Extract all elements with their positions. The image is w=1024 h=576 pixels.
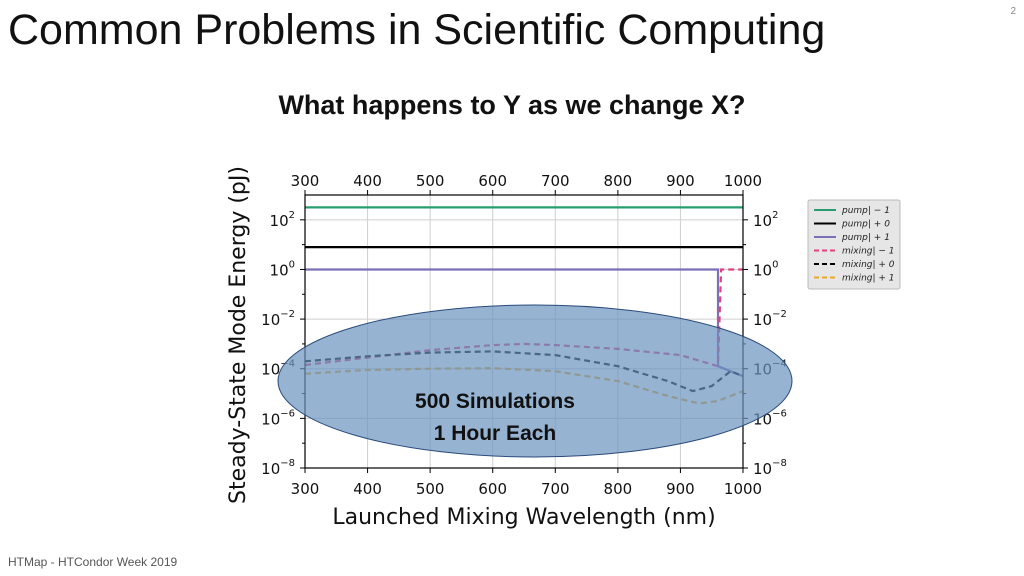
x-tick-label-top-1000: 1000 xyxy=(724,172,762,190)
y-tick-label-right: 10−2 xyxy=(753,309,787,329)
x-tick-label-bottom-700: 700 xyxy=(541,480,570,498)
legend: pump| − 1 pump| + 0 pump| + 1 mixing| − 1 mi… xyxy=(807,199,901,290)
x-tick-label-top-800: 800 xyxy=(604,172,633,190)
x-tick-label-top-500: 500 xyxy=(416,172,445,190)
x-tick-label-bottom-300: 300 xyxy=(291,480,320,498)
y-tick-label-right: 10−8 xyxy=(753,458,787,478)
y-tick-label-left: 10−2 xyxy=(261,309,295,329)
x-tick-label-top-300: 300 xyxy=(291,172,320,190)
y-tick-label-right: 102 xyxy=(753,210,778,230)
x-tick-label-bottom-800: 800 xyxy=(604,480,633,498)
x-axis-label: Launched Mixing Wavelength (nm) xyxy=(332,505,715,530)
y-axis-label: Steady-State Mode Energy (pJ) xyxy=(226,166,251,504)
y-tick-label-left: 102 xyxy=(270,210,295,230)
legend-entry-5: mixing| + 1 xyxy=(842,274,895,284)
legend-box xyxy=(807,199,901,290)
slide-footer: HTMap - HTCondor Week 2019 xyxy=(8,555,178,569)
legend-entry-1: pump| + 0 xyxy=(841,220,890,230)
x-tick-label-top-700: 700 xyxy=(541,172,570,190)
legend-entry-0: pump| − 1 xyxy=(841,206,890,216)
overlay-text-hours: 1 Hour Each xyxy=(434,422,557,445)
x-tick-label-top-600: 600 xyxy=(478,172,507,190)
x-tick-label-bottom-600: 600 xyxy=(478,480,507,498)
x-tick-label-top-400: 400 xyxy=(353,172,382,190)
slide-title: Common Problems in Scientific Computing xyxy=(8,6,826,54)
y-tick-label-right: 100 xyxy=(753,259,778,279)
x-tick-label-bottom-900: 900 xyxy=(666,480,695,498)
y-tick-label-left: 100 xyxy=(270,259,295,279)
axis-ticks: 300 300 400 400 500 500 600 600 700 700 800 800 900 9… xyxy=(261,172,787,498)
plot-frame xyxy=(304,194,744,469)
legend-entry-2: pump| + 1 xyxy=(841,233,890,243)
x-tick-label-bottom-1000: 1000 xyxy=(724,480,762,498)
legend-entry-3: mixing| − 1 xyxy=(842,247,895,257)
x-tick-label-top-900: 900 xyxy=(666,172,695,190)
page-number: 2 xyxy=(1010,6,1016,17)
y-tick-label-left: 10−8 xyxy=(261,458,295,478)
y-tick-label-left: 10−6 xyxy=(261,408,295,428)
legend-entry-4: mixing| + 0 xyxy=(842,260,895,270)
x-tick-label-bottom-500: 500 xyxy=(416,480,445,498)
chart-title: What happens to Y as we change X? xyxy=(278,90,746,120)
simulation-overlay-ellipse xyxy=(277,304,793,458)
x-tick-label-bottom-400: 400 xyxy=(353,480,382,498)
overlay-text-simulations: 500 Simulations xyxy=(415,390,575,413)
